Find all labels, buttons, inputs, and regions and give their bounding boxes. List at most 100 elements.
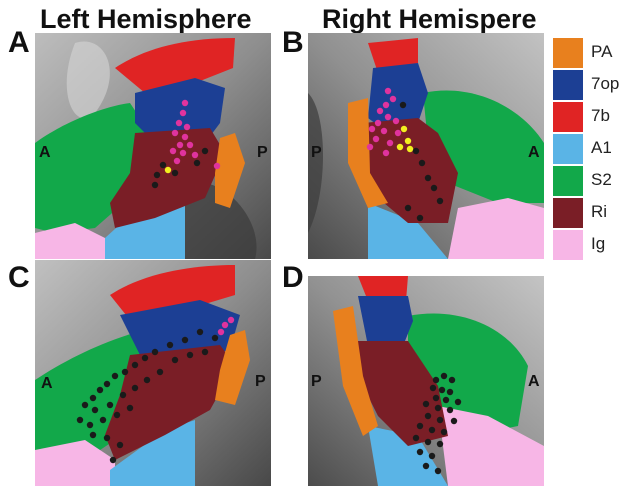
black-dot [103,380,111,388]
legend-swatch-s2 [553,166,583,196]
magenta-dot [374,119,382,127]
magenta-dot [380,127,388,135]
black-dot [131,384,139,392]
anterior-label: A [41,375,53,392]
black-dot [181,336,189,344]
black-dot [436,440,444,448]
black-dot [103,434,111,442]
black-dot [454,398,462,406]
yellow-dot [396,143,404,151]
black-dot [186,351,194,359]
black-dot [153,171,161,179]
legend-label-pa: PA [591,42,613,61]
black-dot [171,356,179,364]
magenta-dot [213,162,221,170]
region-ig [35,223,105,259]
region-ig [35,440,115,486]
magenta-dot [217,328,225,336]
legend-item-ri: Ri [553,198,639,228]
black-dot [116,441,124,449]
posterior-label: P [311,144,322,161]
black-dot [89,431,97,439]
black-dot [113,411,121,419]
magenta-dot [227,316,235,324]
region-ri [358,341,448,446]
black-dot [416,448,424,456]
region-pa [215,330,250,405]
posterior-label: P [311,373,322,390]
black-dot [109,456,117,464]
black-dot [434,404,442,412]
black-dot [424,174,432,182]
black-dot [440,372,448,380]
black-dot [438,386,446,394]
legend-item-pa: PA [553,38,639,68]
magenta-dot [169,147,177,155]
left-hemisphere-header: Left Hemisphere [40,4,252,34]
legend-label-a1: A1 [591,138,612,157]
magenta-dot [384,87,392,95]
legend-item-a1: A1 [553,134,639,164]
black-dot [99,416,107,424]
black-dot [131,361,139,369]
posterior-label: P [257,144,268,161]
panel-c-brain-map: A P [35,260,271,486]
yellow-dot [406,145,414,153]
right-hemisphere-header: Right Hemispere [322,4,537,34]
black-dot [151,348,159,356]
region-ri [105,345,235,460]
black-dot [432,394,440,402]
magenta-dot [366,143,374,151]
panel-letter-c: C [8,261,30,294]
region-ri [363,118,458,223]
black-dot [111,372,119,380]
black-dot [76,416,84,424]
yellow-dot [404,137,412,145]
magenta-dot [376,107,384,115]
region-ig [448,198,544,259]
dot-group [151,99,221,189]
region-ig [438,406,544,486]
black-dot [450,417,458,425]
legend-item-s2: S2 [553,166,639,196]
magenta-dot [186,141,194,149]
magenta-dot [173,157,181,165]
magenta-dot [394,129,402,137]
legend-swatch-ig [553,230,583,260]
magenta-dot [368,125,376,133]
posterior-label: P [255,373,266,390]
dot-group [412,372,462,475]
magenta-dot [183,123,191,131]
magenta-dot [181,133,189,141]
legend-swatch-pa [553,38,583,68]
region-7b [358,276,408,301]
black-dot [412,434,420,442]
yellow-dot [164,166,172,174]
black-dot [119,391,127,399]
dot-group [76,316,235,464]
black-dot [436,416,444,424]
black-dot [126,404,134,412]
dot-group [366,87,444,222]
black-dot [442,396,450,404]
black-dot [201,348,209,356]
legend-item-7b: 7b [553,102,639,132]
magenta-dot [175,119,183,127]
magenta-dot [389,95,397,103]
black-dot [96,386,104,394]
black-dot [416,422,424,430]
panel-letter-a: A [8,26,30,59]
black-dot [429,384,437,392]
black-dot [193,159,201,167]
panel-b-brain-map: P A [308,33,544,259]
black-dot [196,328,204,336]
panel-letter-b: B [282,26,304,59]
anterior-label: A [528,373,540,390]
legend-item-7op: 7op [553,70,639,100]
black-dot [141,354,149,362]
region-7op [120,300,240,360]
magenta-dot [171,129,179,137]
yellow-dot [400,125,408,133]
legend-swatch-ri [553,198,583,228]
black-dot [422,462,430,470]
